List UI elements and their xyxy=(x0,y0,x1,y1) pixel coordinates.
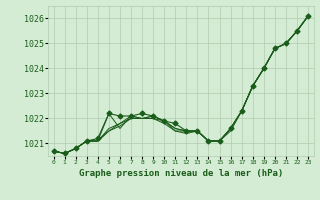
X-axis label: Graphe pression niveau de la mer (hPa): Graphe pression niveau de la mer (hPa) xyxy=(79,169,283,178)
